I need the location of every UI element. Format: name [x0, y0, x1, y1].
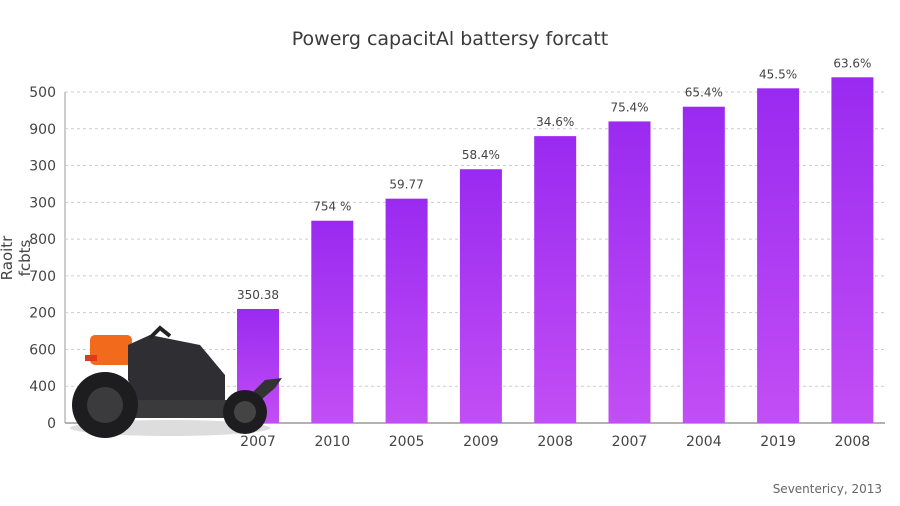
x-tick-label: 2004 [686, 434, 722, 450]
x-tick-label: 2005 [389, 434, 425, 450]
y-tick-label: 300 [29, 159, 56, 175]
y-tick-label: 300 [29, 195, 56, 211]
y-tick-label: 800 [29, 232, 56, 248]
data-label: 63.6% [833, 56, 871, 70]
y-tick-label: 900 [29, 122, 56, 138]
y-tick-label: 400 [29, 379, 56, 395]
data-label: 58.4% [462, 148, 500, 162]
data-label: 59.77 [389, 178, 423, 192]
bar [385, 198, 428, 423]
y-tick-label: 0 [47, 416, 56, 432]
x-tick-label: 2019 [760, 434, 796, 450]
lawn-mower-image [70, 325, 282, 438]
x-tick-label: 2007 [612, 434, 648, 450]
bar [459, 169, 502, 423]
bar [682, 106, 725, 423]
y-tick-label: 600 [29, 342, 56, 358]
y-tick-label: 700 [29, 269, 56, 285]
x-tick-label: 2007 [240, 434, 276, 450]
x-tick-label: 2010 [314, 434, 350, 450]
data-label: 75.4% [610, 100, 648, 114]
y-tick-label: 500 [29, 85, 56, 101]
x-tick-label: 2008 [537, 434, 573, 450]
bar [311, 220, 354, 423]
data-label: 34.6% [536, 115, 574, 129]
chart-title: Powerg capacitAl battersy forcatt [291, 28, 609, 50]
x-tick-label: 2009 [463, 434, 499, 450]
data-label: 754 % [313, 200, 351, 214]
y-tick-label: 200 [29, 306, 56, 322]
data-label: 350.38 [237, 288, 279, 302]
bar [757, 88, 800, 424]
bar [534, 136, 577, 423]
x-tick-label: 2008 [835, 434, 871, 450]
data-label: 45.5% [759, 67, 797, 81]
bar [608, 121, 651, 423]
data-label: 65.4% [685, 86, 723, 100]
bar [831, 77, 874, 424]
source-note: Seventericy, 2013 [772, 482, 882, 496]
